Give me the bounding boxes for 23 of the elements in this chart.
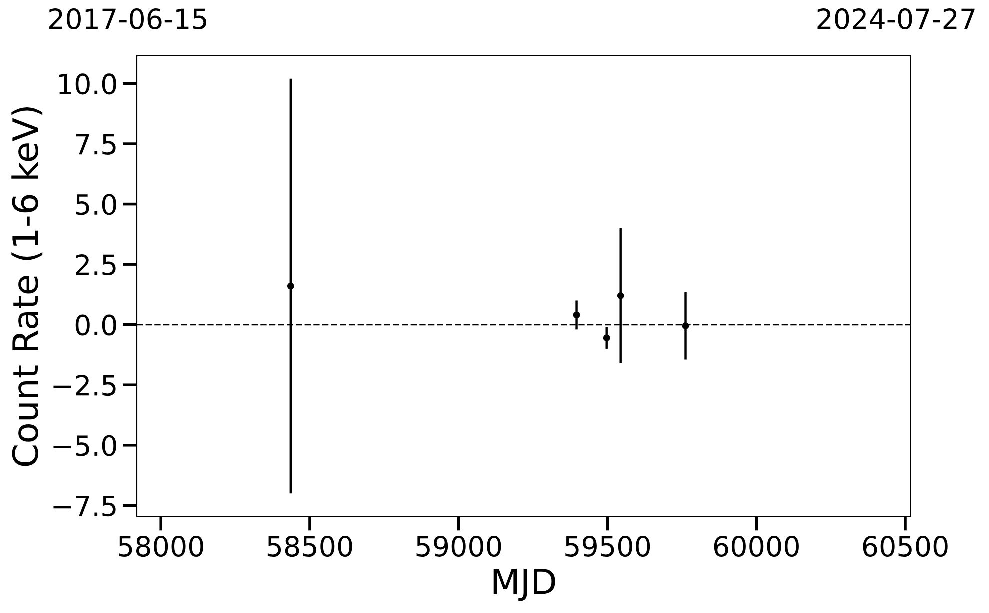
y-tick-label: 7.5 xyxy=(76,134,116,155)
x-tick-label: 58500 xyxy=(268,536,352,558)
point xyxy=(682,322,690,330)
text: 2024-07-27 xyxy=(818,8,975,30)
x-tick-label: 59500 xyxy=(566,536,650,558)
x-tick-label: 60500 xyxy=(863,536,948,558)
y-tick-label: −2.5 xyxy=(54,375,116,396)
y-tick-label: −5.0 xyxy=(54,435,116,456)
point xyxy=(573,312,580,319)
y-tick-label: 10.0 xyxy=(59,74,116,95)
x-tick-label: 58000 xyxy=(119,536,204,558)
text: 2017-06-15 xyxy=(50,8,206,30)
point xyxy=(603,334,610,342)
y-tick-label: 2.5 xyxy=(76,254,116,276)
y-tick-label: −7.5 xyxy=(54,496,116,517)
point xyxy=(287,282,294,290)
y-axis-title: Count Rate (1-6 keV) xyxy=(12,107,43,466)
x-tick-label: 60000 xyxy=(714,536,799,558)
y-tick-label: 5.0 xyxy=(76,194,116,216)
y-tick-label: 0.0 xyxy=(76,314,116,336)
x-axis-title: MJD xyxy=(494,569,556,602)
point xyxy=(617,292,624,300)
x-tick-label: 59000 xyxy=(416,536,502,558)
